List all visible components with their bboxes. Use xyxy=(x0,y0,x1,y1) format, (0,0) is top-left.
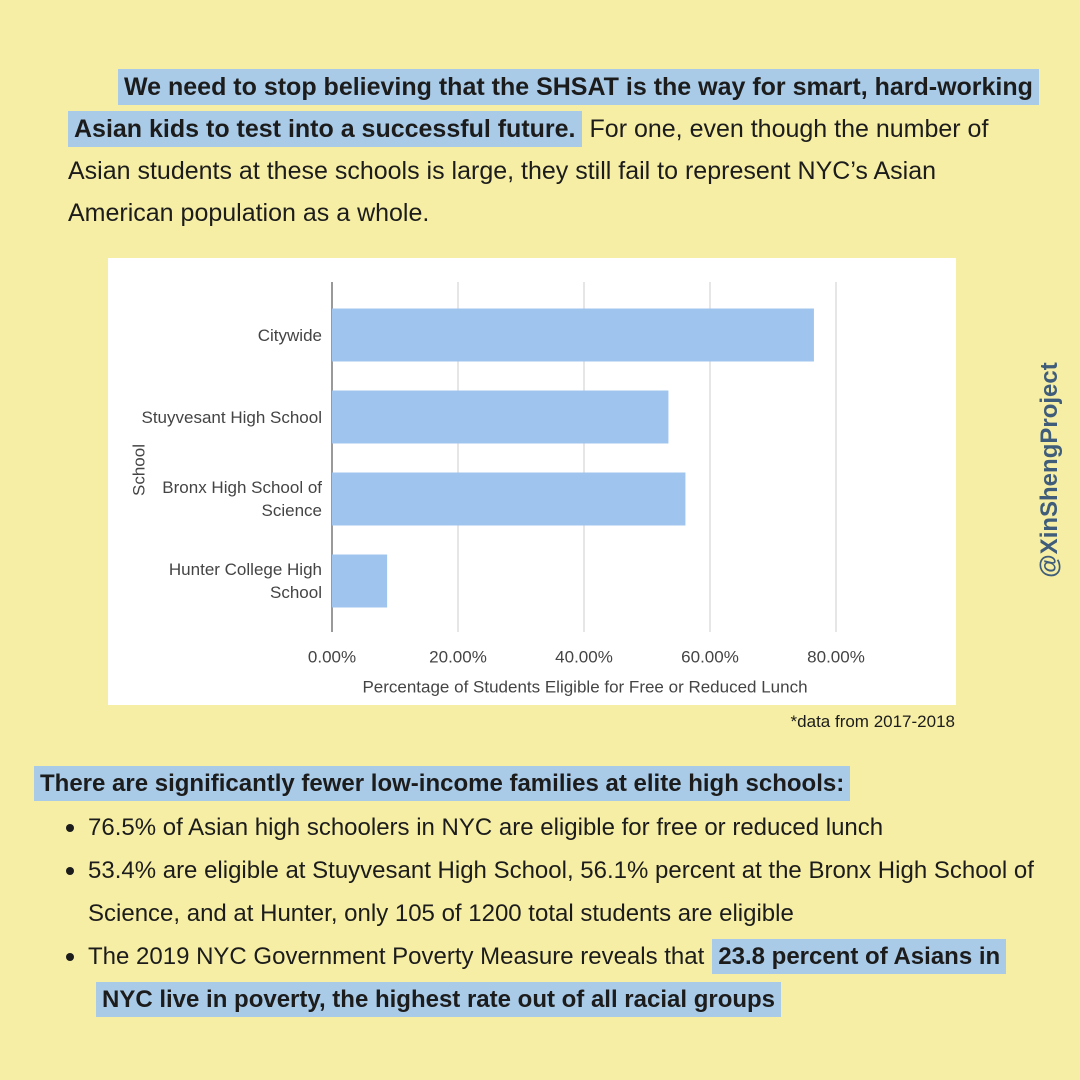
chart: 0.00% 20.00% 40.00% 60.00% 80.00%Percentage … xyxy=(129,282,865,696)
bar xyxy=(332,554,388,608)
bar xyxy=(332,308,814,362)
x-axis-title: Percentage of Students Eligible for Free… xyxy=(362,677,807,696)
intro: We need to stop believing that the SHSAT… xyxy=(68,66,1039,234)
x-tick-label: 80.00% xyxy=(807,647,865,666)
bar xyxy=(332,390,669,444)
x-tick-label: 20.00% xyxy=(429,647,487,666)
heading-text: There are significantly fewer low-income… xyxy=(34,766,851,801)
bullet-text: 53.4% are eligible at Stuyvesant High Sc… xyxy=(88,857,1034,927)
intro-text: For one, even though the number of Asian… xyxy=(68,115,989,227)
bullet: 53.4% are eligible at Stuyvesant High Sc… xyxy=(66,849,1048,935)
bullet-text: The 2019 NYC Government Poverty Measure … xyxy=(88,943,705,970)
note: *data from 2017-2018 xyxy=(790,712,955,731)
heading: There are significantly fewer low-income… xyxy=(34,762,851,806)
y-axis-title: School xyxy=(129,444,148,496)
handle: @XinShengProject xyxy=(1036,362,1063,578)
bar xyxy=(332,472,686,526)
chart-box: 0.00% 20.00% 40.00% 60.00% 80.00% Percentage … xyxy=(108,258,956,705)
bullet-text: 76.5% of Asian high schoolers in NYC are… xyxy=(88,814,884,841)
y-tick-label: Citywide xyxy=(257,325,322,345)
x-tick-label: 0.00% xyxy=(308,647,356,666)
bullets: 76.5% of Asian high schoolers in NYC are… xyxy=(66,806,1048,1021)
x-tick-label: 40.00% xyxy=(555,647,613,666)
y-tick-label: Bronx High School of Science xyxy=(162,478,322,520)
bullet: The 2019 NYC Government Poverty Measure … xyxy=(66,935,1048,1021)
bullet: 76.5% of Asian high schoolers in NYC are… xyxy=(66,806,1048,849)
y-tick-label: Hunter College High School xyxy=(168,560,322,602)
x-tick-label: 60.00% xyxy=(681,647,739,666)
y-tick-label: Stuyvesant High School xyxy=(141,407,323,427)
